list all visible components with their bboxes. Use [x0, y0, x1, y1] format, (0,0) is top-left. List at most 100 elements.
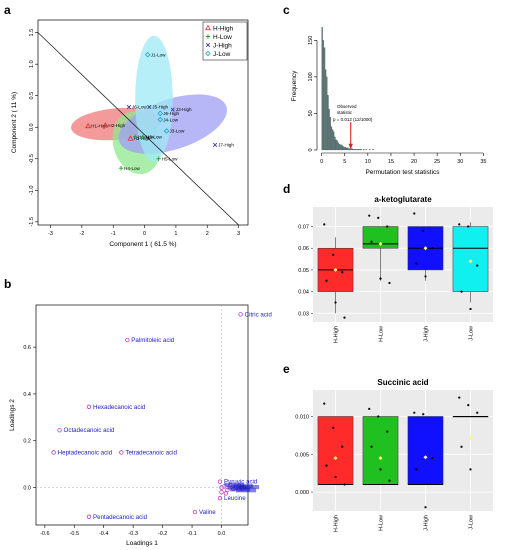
data-point — [343, 483, 346, 486]
score-point-h1-low — [132, 134, 138, 139]
mean-marker-h-low — [378, 241, 383, 246]
data-point — [413, 411, 416, 414]
histogram-bar — [325, 69, 327, 151]
category-label-j-high: J-High — [424, 515, 430, 531]
data-point — [370, 445, 373, 448]
histogram-bar — [327, 95, 329, 151]
y-tick-label: 0.06 — [298, 246, 309, 252]
score-point-h5-low — [156, 156, 161, 161]
x-tick-label: 1 — [174, 231, 177, 237]
data-point — [379, 277, 382, 280]
legend-label-j-low: J-Low — [213, 51, 231, 58]
panel-e: H-High H-Low J-High J-Low 0.000 0.005 0.010 Suc… — [295, 378, 493, 532]
score-label-j6-high: J6-High — [163, 111, 179, 116]
score-label-j7-high: J7-High — [218, 142, 234, 147]
data-point — [424, 506, 427, 509]
y-tick-label: 0.0 — [29, 123, 35, 131]
separation-line — [38, 32, 239, 225]
panel-d: H-High H-Low J-High J-Low 0.03 0.04 0.05 0.06 0.… — [298, 195, 493, 343]
histogram-bar — [358, 149, 360, 151]
y-tick-label: 0.6 — [23, 345, 31, 351]
panel-letter-b: b — [4, 277, 11, 291]
x-tick-label: 3 — [237, 231, 240, 237]
box-h-high — [317, 416, 354, 485]
x-axis-label: Permutation test statistics — [365, 169, 440, 176]
box-h-low — [362, 416, 399, 485]
x-tick-label: -0.1 — [187, 531, 196, 537]
histogram-bar — [360, 149, 363, 151]
x-tick-label: 30 — [457, 159, 463, 165]
y-tick-label: 150 — [308, 36, 314, 45]
y-tick-label: 0.4 — [23, 392, 31, 398]
mean-marker-j-low — [468, 259, 473, 264]
x-tick-label: 20 — [411, 159, 417, 165]
score-point-h2-high — [102, 122, 109, 128]
y-tick-label: -0.5 — [29, 154, 35, 163]
histogram-bar — [337, 142, 340, 151]
legend-label-h-high: H-High — [213, 25, 234, 32]
histogram-bar — [348, 148, 350, 151]
data-point — [431, 456, 434, 460]
score-point-h4-low — [118, 166, 124, 171]
loading-point-heptadecanoic-acid — [51, 450, 56, 455]
score-label-j5-high: J5-High — [152, 105, 168, 110]
loading-label-octadecanoic-acid: Octadecanoic acid — [64, 427, 115, 434]
data-point — [469, 468, 472, 471]
histogram-bar — [334, 136, 336, 151]
confidence-ellipse-j-low — [135, 35, 173, 162]
x-tick-label: 35 — [480, 159, 486, 165]
data-point — [323, 223, 326, 226]
x-axis-label: Component 1 ( 61.5 %) — [109, 241, 176, 248]
histogram-bar — [368, 149, 371, 151]
loading-point — [223, 491, 229, 496]
data-point — [341, 270, 344, 274]
data-point — [377, 415, 380, 418]
histogram-bar — [343, 146, 345, 151]
data-point — [323, 402, 326, 405]
data-point — [458, 223, 461, 226]
loading-point-leucine — [217, 495, 223, 501]
histogram-bar — [341, 144, 343, 151]
data-point — [467, 404, 470, 407]
data-point — [460, 290, 463, 293]
data-point — [368, 407, 371, 411]
panel-b-frame — [35, 304, 249, 526]
annotation-p-value: p = 0.012 (12/1000) — [333, 117, 373, 122]
legend-box — [202, 21, 248, 61]
loading-point-pentadecanoic-acid — [86, 514, 92, 519]
data-point — [422, 229, 425, 232]
x-tick-label: -0.4 — [99, 531, 108, 537]
data-point — [413, 212, 416, 215]
data-point — [458, 396, 461, 399]
legend-marker — [205, 34, 211, 39]
x-tick-label: 0 — [320, 159, 323, 165]
y-tick-label: 0.03 — [298, 311, 309, 317]
x-tick-label: -0.6 — [40, 531, 49, 537]
x-tick-label: 0.0 — [218, 531, 226, 537]
chart-title: Succinic acid — [377, 378, 428, 387]
panel-a-frame — [37, 19, 249, 226]
x-tick-label: -3 — [48, 231, 53, 237]
histogram-bar — [330, 126, 333, 151]
histogram-bar — [372, 149, 374, 151]
mean-marker-j-low — [468, 435, 473, 440]
y-tick-label: 0.07 — [298, 225, 309, 231]
legend-marker — [205, 24, 211, 31]
y-axis-label: Component 2 ( 11 %) — [11, 92, 18, 153]
panel-letter-c: c — [283, 3, 290, 17]
y-tick-label: 1.0 — [29, 60, 35, 68]
mean-marker-j-high — [423, 455, 428, 460]
x-tick-label: 25 — [434, 159, 440, 165]
data-point — [415, 262, 418, 265]
category-label-h-low: H-Low — [379, 326, 385, 342]
data-point — [334, 475, 337, 479]
data-point — [415, 468, 418, 471]
mean-marker-h-low — [378, 456, 383, 461]
y-tick-label: 0.2 — [23, 439, 31, 445]
data-point — [325, 464, 328, 467]
score-point-j6-low — [126, 104, 132, 110]
histogram-bar — [331, 129, 334, 151]
category-label-j-low: J-Low — [469, 515, 475, 530]
